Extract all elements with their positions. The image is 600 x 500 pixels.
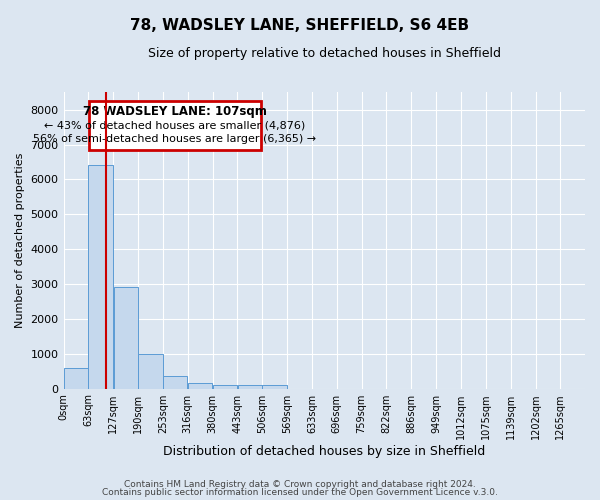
- Bar: [64, 368, 88, 388]
- Text: ← 43% of detached houses are smaller (4,876): ← 43% of detached houses are smaller (4,…: [44, 120, 305, 130]
- Bar: [238, 385, 262, 388]
- Bar: [213, 385, 237, 388]
- X-axis label: Distribution of detached houses by size in Sheffield: Distribution of detached houses by size …: [163, 444, 485, 458]
- Text: 78 WADSLEY LANE: 107sqm: 78 WADSLEY LANE: 107sqm: [83, 105, 267, 118]
- Text: 56% of semi-detached houses are larger (6,365) →: 56% of semi-detached houses are larger (…: [34, 134, 317, 144]
- Text: 78, WADSLEY LANE, SHEFFIELD, S6 4EB: 78, WADSLEY LANE, SHEFFIELD, S6 4EB: [130, 18, 470, 32]
- Bar: [139, 354, 163, 388]
- Title: Size of property relative to detached houses in Sheffield: Size of property relative to detached ho…: [148, 48, 501, 60]
- FancyBboxPatch shape: [89, 101, 262, 150]
- Bar: [262, 385, 287, 388]
- Bar: [163, 376, 187, 388]
- Text: Contains HM Land Registry data © Crown copyright and database right 2024.: Contains HM Land Registry data © Crown c…: [124, 480, 476, 489]
- Bar: [188, 384, 212, 388]
- Text: Contains public sector information licensed under the Open Government Licence v.: Contains public sector information licen…: [102, 488, 498, 497]
- Bar: [113, 288, 138, 388]
- Y-axis label: Number of detached properties: Number of detached properties: [15, 152, 25, 328]
- Bar: [88, 166, 113, 388]
